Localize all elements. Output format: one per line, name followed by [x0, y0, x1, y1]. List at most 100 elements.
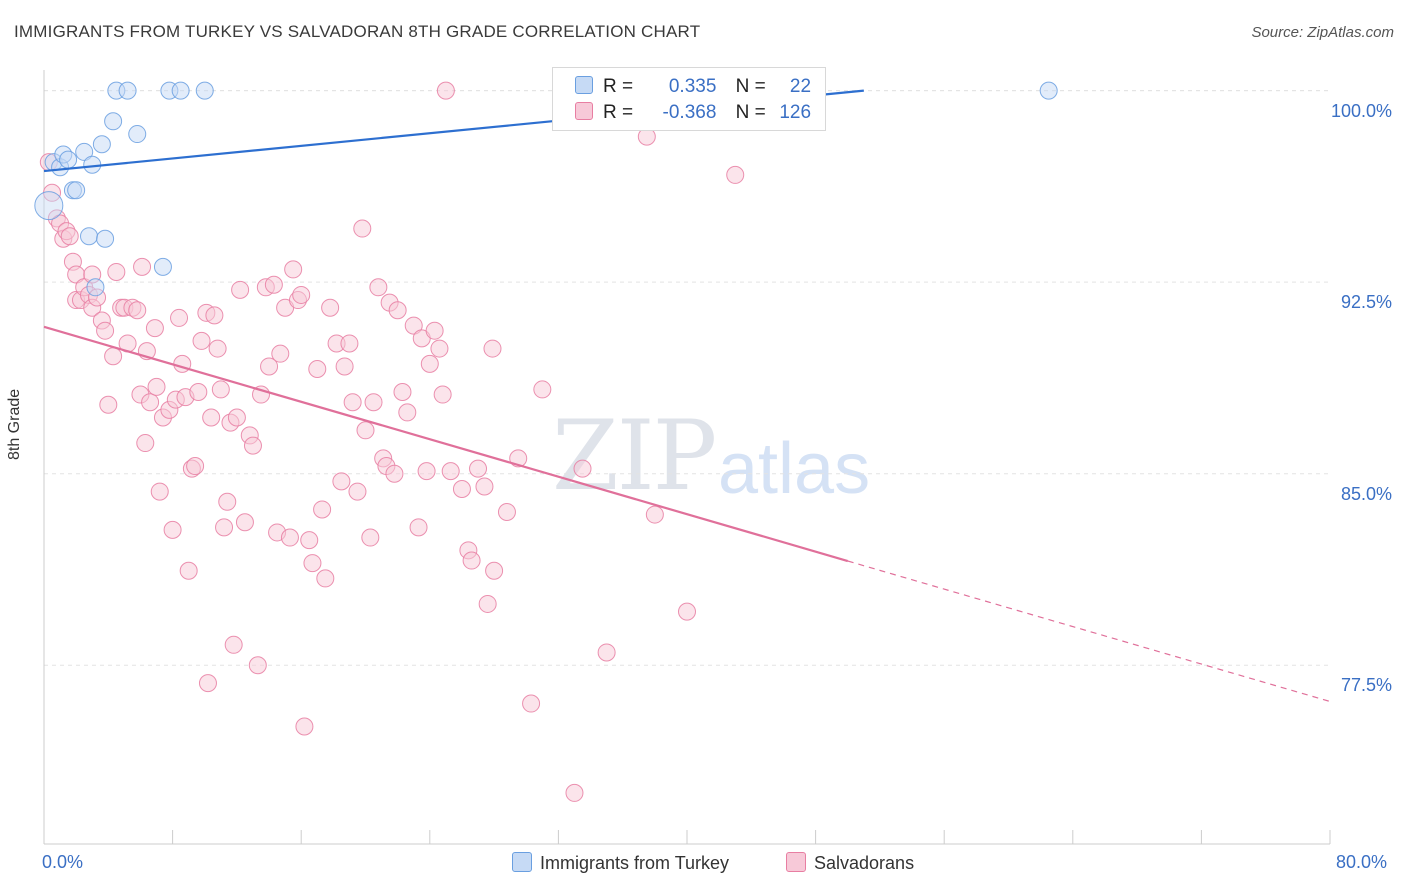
- legend-item-salvadorans[interactable]: Salvadorans: [786, 852, 914, 874]
- salvadoran-point: [452, 480, 471, 499]
- turkey-point: [75, 142, 94, 161]
- n-value: 22: [789, 76, 812, 97]
- legend-item-turkey[interactable]: Immigrants from Turkey: [512, 852, 729, 874]
- salvadoran-point: [136, 434, 155, 453]
- salvadoran-point: [364, 393, 383, 412]
- salvadoran-point: [300, 531, 319, 550]
- salvadoran-point: [469, 459, 488, 478]
- n-value: 126: [779, 102, 812, 123]
- y-tick-label: 77.5%: [1340, 675, 1392, 696]
- turkey-points: [34, 81, 1058, 297]
- salvadoran-point: [198, 674, 217, 693]
- salvadoran-point: [340, 334, 359, 353]
- stats-row-salvadorans: R = -0.368 N = 126: [575, 102, 811, 126]
- salvadoran-point: [726, 165, 745, 184]
- r-label: R =: [603, 76, 634, 97]
- turkey-point: [1039, 81, 1058, 100]
- salvadoran-point: [369, 278, 388, 297]
- legend-blue-swatch: [512, 852, 532, 872]
- salvadoran-point: [192, 331, 211, 350]
- salvadoran-point: [393, 382, 412, 401]
- salvadoran-point: [522, 694, 541, 713]
- stats-box: R = 0.335 N = 22 R = -0.368 N = 126: [552, 67, 826, 131]
- salvadoran-point: [205, 306, 224, 325]
- r-value: -0.368: [662, 102, 717, 123]
- salvadoran-trend-line: [43, 325, 849, 563]
- salvadoran-point: [303, 554, 322, 573]
- salvadoran-trend-extension: [847, 560, 1331, 703]
- salvadoran-point: [678, 602, 696, 621]
- salvadoran-point: [179, 561, 198, 580]
- chart-title: IMMIGRANTS FROM TURKEY VS SALVADORAN 8TH…: [14, 22, 701, 41]
- salvadoran-point: [420, 354, 439, 373]
- salvadoran-point: [264, 275, 283, 294]
- salvadoran-point: [483, 339, 502, 358]
- source-label: Source: ZipAtlas.com: [1251, 24, 1394, 41]
- salvadoran-point: [150, 482, 169, 501]
- turkey-point: [86, 278, 105, 297]
- y-tick-label: 92.5%: [1340, 292, 1392, 313]
- axes: [43, 70, 1331, 845]
- salvadoran-point: [316, 569, 335, 588]
- salvadoran-point: [260, 357, 279, 376]
- salvadoran-point: [497, 503, 516, 522]
- salvadoran-point: [308, 360, 327, 379]
- turkey-point: [96, 229, 115, 248]
- turkey-point: [67, 181, 86, 200]
- salvadoran-point: [186, 457, 205, 476]
- watermark-atlas: atlas: [718, 429, 871, 509]
- salvadoran-point: [433, 385, 452, 404]
- salvadoran-point: [145, 319, 164, 338]
- x-tick-max: 80.0%: [1336, 852, 1388, 872]
- salvadoran-point: [533, 380, 552, 399]
- salvadoran-point: [485, 561, 504, 580]
- salvadoran-point: [356, 421, 375, 440]
- salvadoran-point: [271, 344, 290, 363]
- salvadoran-point: [475, 477, 494, 496]
- salvadoran-point: [478, 594, 497, 613]
- salvadoran-point: [430, 339, 449, 358]
- salvadoran-point: [645, 505, 664, 524]
- salvadoran-point: [235, 513, 254, 532]
- turkey-point: [195, 81, 214, 100]
- turkey-point: [128, 125, 147, 144]
- salvadoran-point: [104, 347, 123, 366]
- salvadoran-point: [224, 635, 243, 654]
- salvadoran-point: [128, 301, 147, 320]
- salvadoran-point: [248, 656, 267, 675]
- salvadoran-point: [565, 783, 584, 802]
- watermark-zip: ZIP: [552, 400, 717, 512]
- turkey-point: [92, 135, 111, 154]
- blue-swatch: [575, 76, 593, 94]
- x-tick-min: 0.0%: [42, 852, 84, 872]
- turkey-point: [153, 257, 172, 276]
- salvadoran-point: [462, 551, 481, 570]
- y-tick-label: 85.0%: [1340, 483, 1392, 504]
- salvadoran-point: [409, 518, 428, 537]
- y-tick-label: 100.0%: [1330, 100, 1392, 121]
- salvadoran-point: [170, 308, 189, 327]
- salvadoran-point: [597, 643, 616, 662]
- salvadoran-point: [348, 482, 367, 501]
- legend-label-salvadorans: Salvadorans: [814, 853, 915, 873]
- salvadoran-point: [243, 436, 262, 455]
- salvadoran-point: [280, 528, 299, 547]
- salvadoran-point: [211, 380, 230, 399]
- salvadoran-point: [295, 717, 314, 736]
- salvadoran-point: [133, 257, 152, 276]
- salvadoran-point: [385, 464, 404, 483]
- legend-pink-swatch: [786, 852, 806, 872]
- salvadoran-point: [335, 357, 354, 376]
- salvadoran-point: [284, 260, 303, 279]
- salvadoran-point: [313, 500, 332, 519]
- salvadoran-point: [227, 408, 246, 427]
- stats-row-turkey: R = 0.335 N = 22: [575, 76, 811, 100]
- turkey-point: [80, 227, 99, 246]
- salvadoran-point: [96, 321, 115, 340]
- salvadoran-point: [147, 377, 166, 396]
- n-label: N =: [735, 102, 766, 123]
- salvadoran-point: [398, 403, 417, 422]
- salvadoran-point: [321, 298, 340, 317]
- turkey-point: [104, 112, 123, 131]
